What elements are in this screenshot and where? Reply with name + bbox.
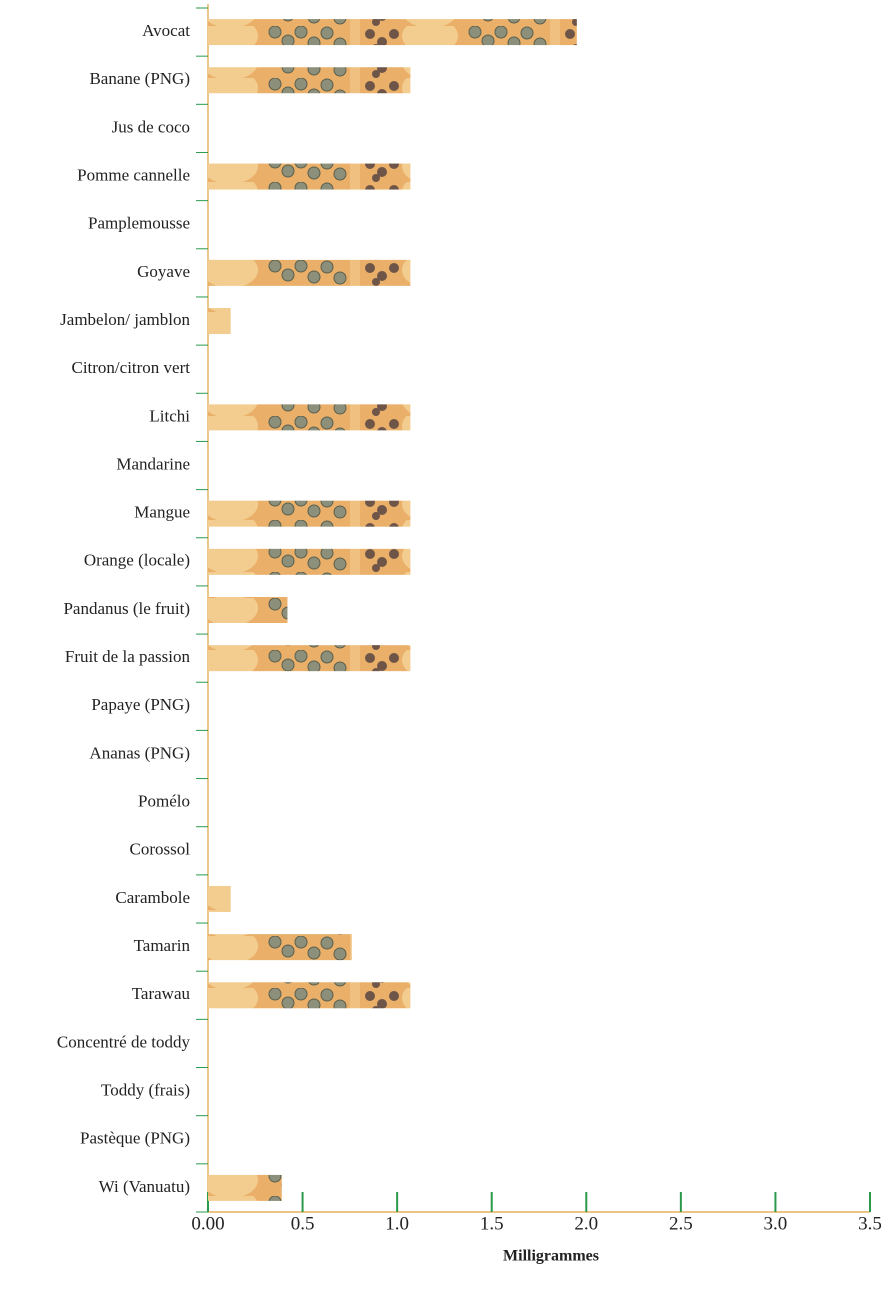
y-tick-label: Jus de coco <box>112 117 190 136</box>
y-tick-label: Ananas (PNG) <box>89 743 190 762</box>
y-tick-label: Wi (Vanuatu) <box>99 1177 190 1196</box>
x-tick-label: 3.0 <box>764 1213 788 1234</box>
y-tick-label: Citron/citron vert <box>71 358 190 377</box>
x-axis-title: Milligrammes <box>503 1248 599 1265</box>
bar <box>208 885 231 912</box>
y-tick-label: Litchi <box>149 406 190 425</box>
x-tick-label: 0.5 <box>291 1213 315 1234</box>
x-tick-label: 3.5 <box>858 1213 882 1234</box>
y-tick-label: Banane (PNG) <box>89 69 190 88</box>
x-tick-label: 1.0 <box>385 1213 409 1234</box>
y-tick-label: Toddy (frais) <box>101 1081 190 1100</box>
y-tick-label: Pandanus (le fruit) <box>63 599 190 618</box>
y-tick-label: Carambole <box>115 888 190 907</box>
bar <box>208 163 411 190</box>
y-tick-label: Corossol <box>130 840 191 859</box>
y-tick-label: Orange (locale) <box>84 551 190 570</box>
x-tick-label: 2.0 <box>574 1213 598 1234</box>
x-tick-label: 2.5 <box>669 1213 693 1234</box>
bar <box>208 982 411 1009</box>
y-tick-label: Mangue <box>134 503 190 522</box>
y-tick-label: Pamplemousse <box>88 214 190 233</box>
y-tick-label: Papaye (PNG) <box>91 695 190 714</box>
bar <box>208 67 411 94</box>
y-tick-label: Pomélo <box>138 792 190 811</box>
bar <box>208 259 411 286</box>
x-tick-label: 1.5 <box>480 1213 504 1234</box>
bar <box>208 548 411 575</box>
bar <box>208 597 288 623</box>
bar <box>208 500 411 527</box>
bar <box>208 645 411 672</box>
y-tick-label: Pastèque (PNG) <box>80 1129 190 1148</box>
y-tick-label: Jambelon/ jamblon <box>60 310 190 329</box>
y-tick-label: Goyave <box>137 262 190 281</box>
bar <box>208 404 411 431</box>
y-tick-label: Avocat <box>142 21 190 40</box>
y-tick-label: Pomme cannelle <box>77 165 190 184</box>
x-tick-label: 0.00 <box>191 1213 224 1234</box>
y-tick-label: Concentré de toddy <box>57 1032 191 1051</box>
bar <box>208 19 577 46</box>
y-tick-label: Mandarine <box>116 454 190 473</box>
bar <box>208 934 352 961</box>
bar <box>208 1174 282 1201</box>
y-tick-label: Tarawau <box>132 984 191 1003</box>
bar <box>208 308 231 335</box>
y-tick-label: Fruit de la passion <box>65 647 191 666</box>
y-tick-label: Tamarin <box>134 936 191 955</box>
